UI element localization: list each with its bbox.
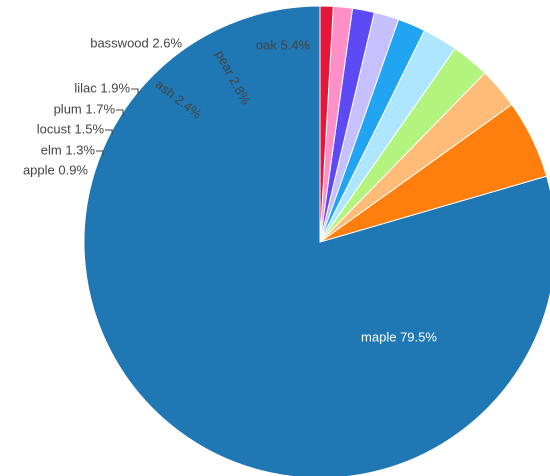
leader-locust (105, 129, 113, 135)
label-maple: maple 79.5% (361, 329, 437, 344)
leader-elm (96, 150, 104, 156)
slice-apple[interactable] (319, 5, 334, 243)
label-basswood: basswood 2.6% (90, 35, 182, 50)
label-elm: elm 1.3% (41, 142, 96, 157)
label-oak: oak 5.4% (256, 37, 311, 52)
label-locust: locust 1.5% (37, 121, 105, 136)
label-apple: apple 0.9% (23, 162, 88, 177)
slice-maple[interactable] (83, 5, 550, 476)
leader-lilac (131, 88, 139, 95)
label-plum: plum 1.7% (54, 101, 116, 116)
label-lilac: lilac 1.9% (74, 80, 130, 95)
leader-plum (116, 109, 124, 116)
